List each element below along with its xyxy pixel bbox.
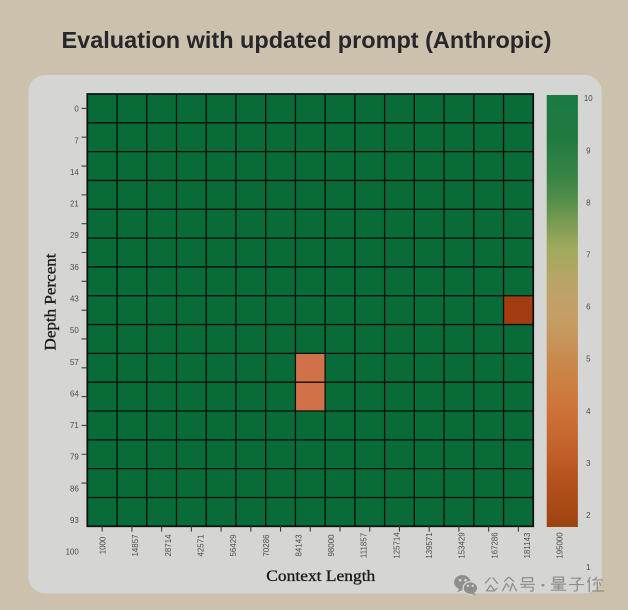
svg-text:125714: 125714	[392, 532, 401, 559]
svg-text:64: 64	[70, 389, 79, 398]
svg-text:195000: 195000	[556, 532, 565, 559]
svg-text:181143: 181143	[523, 532, 532, 558]
svg-text:2: 2	[586, 511, 590, 520]
svg-text:42571: 42571	[197, 535, 206, 557]
svg-text:Evaluation with updated prompt: Evaluation with updated prompt (Anthropi…	[62, 27, 552, 53]
svg-text:10: 10	[584, 94, 593, 103]
svg-text:29: 29	[70, 231, 79, 240]
svg-text:98000: 98000	[327, 534, 336, 557]
svg-text:9: 9	[586, 146, 591, 155]
svg-text:153429: 153429	[458, 532, 467, 559]
svg-text:36: 36	[70, 263, 79, 272]
svg-text:43: 43	[70, 295, 79, 304]
svg-text:4: 4	[586, 407, 591, 416]
svg-text:111857: 111857	[360, 533, 369, 558]
svg-text:1: 1	[586, 563, 590, 572]
svg-text:79: 79	[70, 453, 79, 462]
svg-text:21: 21	[70, 200, 79, 209]
svg-text:57: 57	[70, 358, 79, 367]
svg-text:70286: 70286	[262, 534, 271, 557]
svg-text:56429: 56429	[229, 534, 238, 557]
svg-text:71: 71	[70, 421, 79, 430]
svg-text:8: 8	[586, 198, 591, 207]
svg-text:6: 6	[586, 303, 591, 312]
svg-text:0: 0	[74, 105, 79, 114]
svg-text:100: 100	[66, 548, 80, 557]
svg-text:84143: 84143	[294, 534, 303, 557]
svg-text:Depth Percent: Depth Percent	[43, 253, 60, 351]
svg-text:1000: 1000	[99, 536, 108, 554]
svg-text:93: 93	[70, 516, 79, 525]
svg-text:3: 3	[586, 459, 591, 468]
svg-text:5: 5	[586, 355, 591, 364]
svg-text:7: 7	[586, 251, 590, 260]
svg-text:50: 50	[70, 326, 79, 335]
svg-text:86: 86	[70, 484, 79, 493]
svg-text:167286: 167286	[490, 532, 499, 559]
svg-text:14: 14	[70, 168, 79, 177]
svg-text:Context Length: Context Length	[266, 568, 375, 585]
svg-text:14857: 14857	[131, 535, 140, 557]
svg-text:7: 7	[74, 136, 78, 145]
svg-text:28714: 28714	[164, 534, 173, 557]
svg-text:139571: 139571	[425, 532, 434, 558]
